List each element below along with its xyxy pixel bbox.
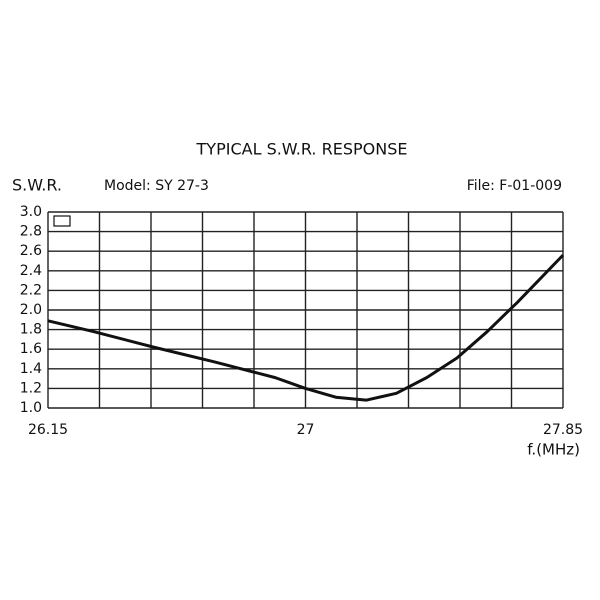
y-tick-label: 2.0: [20, 302, 42, 318]
y-tick-label: 1.6: [20, 341, 42, 357]
chart-title: TYPICAL S.W.R. RESPONSE: [196, 140, 408, 159]
x-tick-label: 27.85: [543, 422, 583, 438]
y-tick-label: 1.2: [20, 380, 42, 396]
y-tick-label: 2.4: [20, 263, 42, 279]
y-axis-label: S.W.R.: [12, 176, 62, 195]
swr-line: [47, 254, 565, 402]
y-tick-label: 1.8: [20, 322, 42, 338]
y-tick-label: 3.0: [20, 204, 42, 220]
y-tick-label: 1.0: [20, 400, 42, 416]
model-label: Model: SY 27-3: [104, 178, 209, 194]
x-tick-label: 26.15: [28, 422, 68, 438]
y-tick-label: 1.4: [20, 361, 42, 377]
y-tick-label: 2.8: [20, 224, 42, 240]
y-tick-label: 2.2: [20, 282, 42, 298]
x-axis-label: f.(MHz): [527, 441, 580, 459]
y-tick-label: 2.6: [20, 243, 42, 259]
file-label: File: F-01-009: [467, 178, 562, 194]
logo: [53, 215, 71, 227]
x-tick-label: 27: [297, 422, 315, 438]
